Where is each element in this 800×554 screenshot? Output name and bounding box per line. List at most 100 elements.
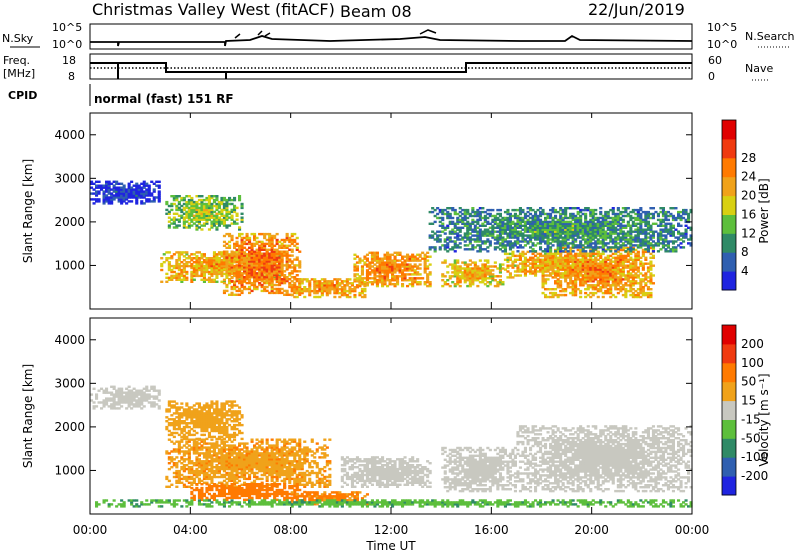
heatmap-cell (197, 216, 201, 219)
heatmap-cell (601, 244, 605, 247)
heatmap-cell (278, 289, 282, 293)
heatmap-cell (172, 274, 176, 278)
heatmap-cell (285, 291, 289, 295)
heatmap-cell (187, 264, 191, 268)
heatmap-cell (235, 274, 239, 277)
heatmap-cell (616, 208, 620, 212)
nave-label: Nave (745, 62, 773, 75)
heatmap-cell (195, 218, 199, 221)
heatmap-cell (396, 283, 400, 286)
heatmap-cell (365, 271, 369, 274)
heatmap-cell (596, 295, 600, 299)
heatmap-cell (541, 274, 545, 277)
heatmap-cell (416, 253, 420, 256)
heatmap-cell (621, 264, 625, 267)
heatmap-cell (596, 276, 600, 279)
heatmap-cell (228, 293, 232, 296)
heatmap-cell (551, 254, 555, 258)
heatmap-cell (636, 208, 640, 212)
heatmap-cell (566, 236, 570, 239)
heatmap-cell (621, 270, 625, 273)
heatmap-cell (92, 407, 96, 410)
heatmap-cell (192, 200, 196, 204)
heatmap-cell (333, 289, 337, 293)
heatmap-cell (534, 266, 538, 269)
heatmap-cell (483, 214, 487, 218)
heatmap-cell (591, 208, 595, 212)
heatmap-cell (381, 275, 385, 278)
heatmap-cell (353, 293, 357, 297)
heatmap-cell (574, 252, 578, 256)
heatmap-cell (330, 288, 334, 291)
heatmap-cell (340, 289, 344, 293)
heatmap-cell (546, 274, 550, 277)
heatmap-cell (591, 222, 595, 225)
heatmap-cell (396, 253, 400, 256)
heatmap-cell (406, 267, 410, 270)
heatmap-cell (220, 270, 224, 274)
heatmap-cell (641, 250, 645, 254)
heatmap-cell (586, 268, 590, 271)
heatmap-cell (278, 258, 282, 261)
heatmap-cell (534, 220, 538, 224)
heatmap-cell (636, 228, 640, 231)
heatmap-cell (604, 266, 608, 269)
heatmap-cell (586, 244, 590, 247)
heatmap-cell (222, 216, 226, 219)
heatmap-cell (423, 263, 427, 266)
heatmap-cell (488, 208, 492, 212)
heatmap-cell (313, 278, 317, 281)
heatmap-cell (503, 216, 507, 220)
heatmap-cell (571, 272, 575, 275)
heatmap-cell (636, 246, 640, 249)
heatmap-cell (571, 242, 575, 245)
heatmap-cell (180, 280, 184, 283)
heatmap-cell (217, 270, 221, 274)
heatmap-cell (458, 234, 462, 237)
heatmap-cell (137, 188, 141, 191)
heatmap-cell (172, 276, 176, 279)
heatmap-cell (661, 228, 665, 231)
heatmap-cell (290, 272, 294, 275)
heatmap-cell (498, 267, 502, 270)
heatmap-cell (466, 275, 470, 278)
heatmap-cell (283, 244, 287, 247)
heatmap-cell (556, 242, 560, 245)
heatmap-cell (275, 276, 279, 279)
heatmap-cell (531, 224, 535, 227)
heatmap-cell (308, 286, 312, 289)
heatmap-cell (594, 288, 598, 291)
heatmap-cell (95, 180, 99, 183)
heatmap-cell (215, 280, 219, 283)
heatmap-cell (95, 200, 99, 203)
heatmap-cell (285, 246, 289, 249)
heatmap-cell (210, 222, 214, 225)
heatmap-cell (516, 264, 520, 267)
heatmap-cell (353, 257, 357, 260)
heatmap-cell (566, 266, 570, 269)
heatmap-cell (200, 278, 204, 281)
heatmap-cell (594, 246, 598, 249)
heatmap-cell (355, 280, 359, 283)
heatmap-cell (516, 250, 520, 253)
heatmap-cell (263, 254, 267, 257)
heatmap-cell (386, 273, 390, 276)
heatmap-cell (591, 264, 595, 267)
heatmap-cell (325, 293, 329, 297)
heatmap-cell (659, 207, 663, 210)
heatmap-cell (378, 261, 382, 264)
heatmap-cell (529, 272, 533, 275)
heatmap-cell (185, 200, 189, 204)
heatmap-cell (295, 279, 299, 283)
heatmap-cell (295, 258, 299, 261)
heatmap-cell (222, 234, 226, 238)
heatmap-cell (222, 262, 226, 265)
heatmap-cell (594, 212, 598, 216)
heatmap-cell (263, 285, 267, 289)
heatmap-cell (576, 224, 580, 227)
heatmap-cell (569, 274, 573, 277)
heatmap-cell (215, 218, 219, 221)
heatmap-cell (631, 268, 635, 271)
heatmap-cell (689, 210, 693, 214)
heatmap-cell (345, 293, 349, 297)
